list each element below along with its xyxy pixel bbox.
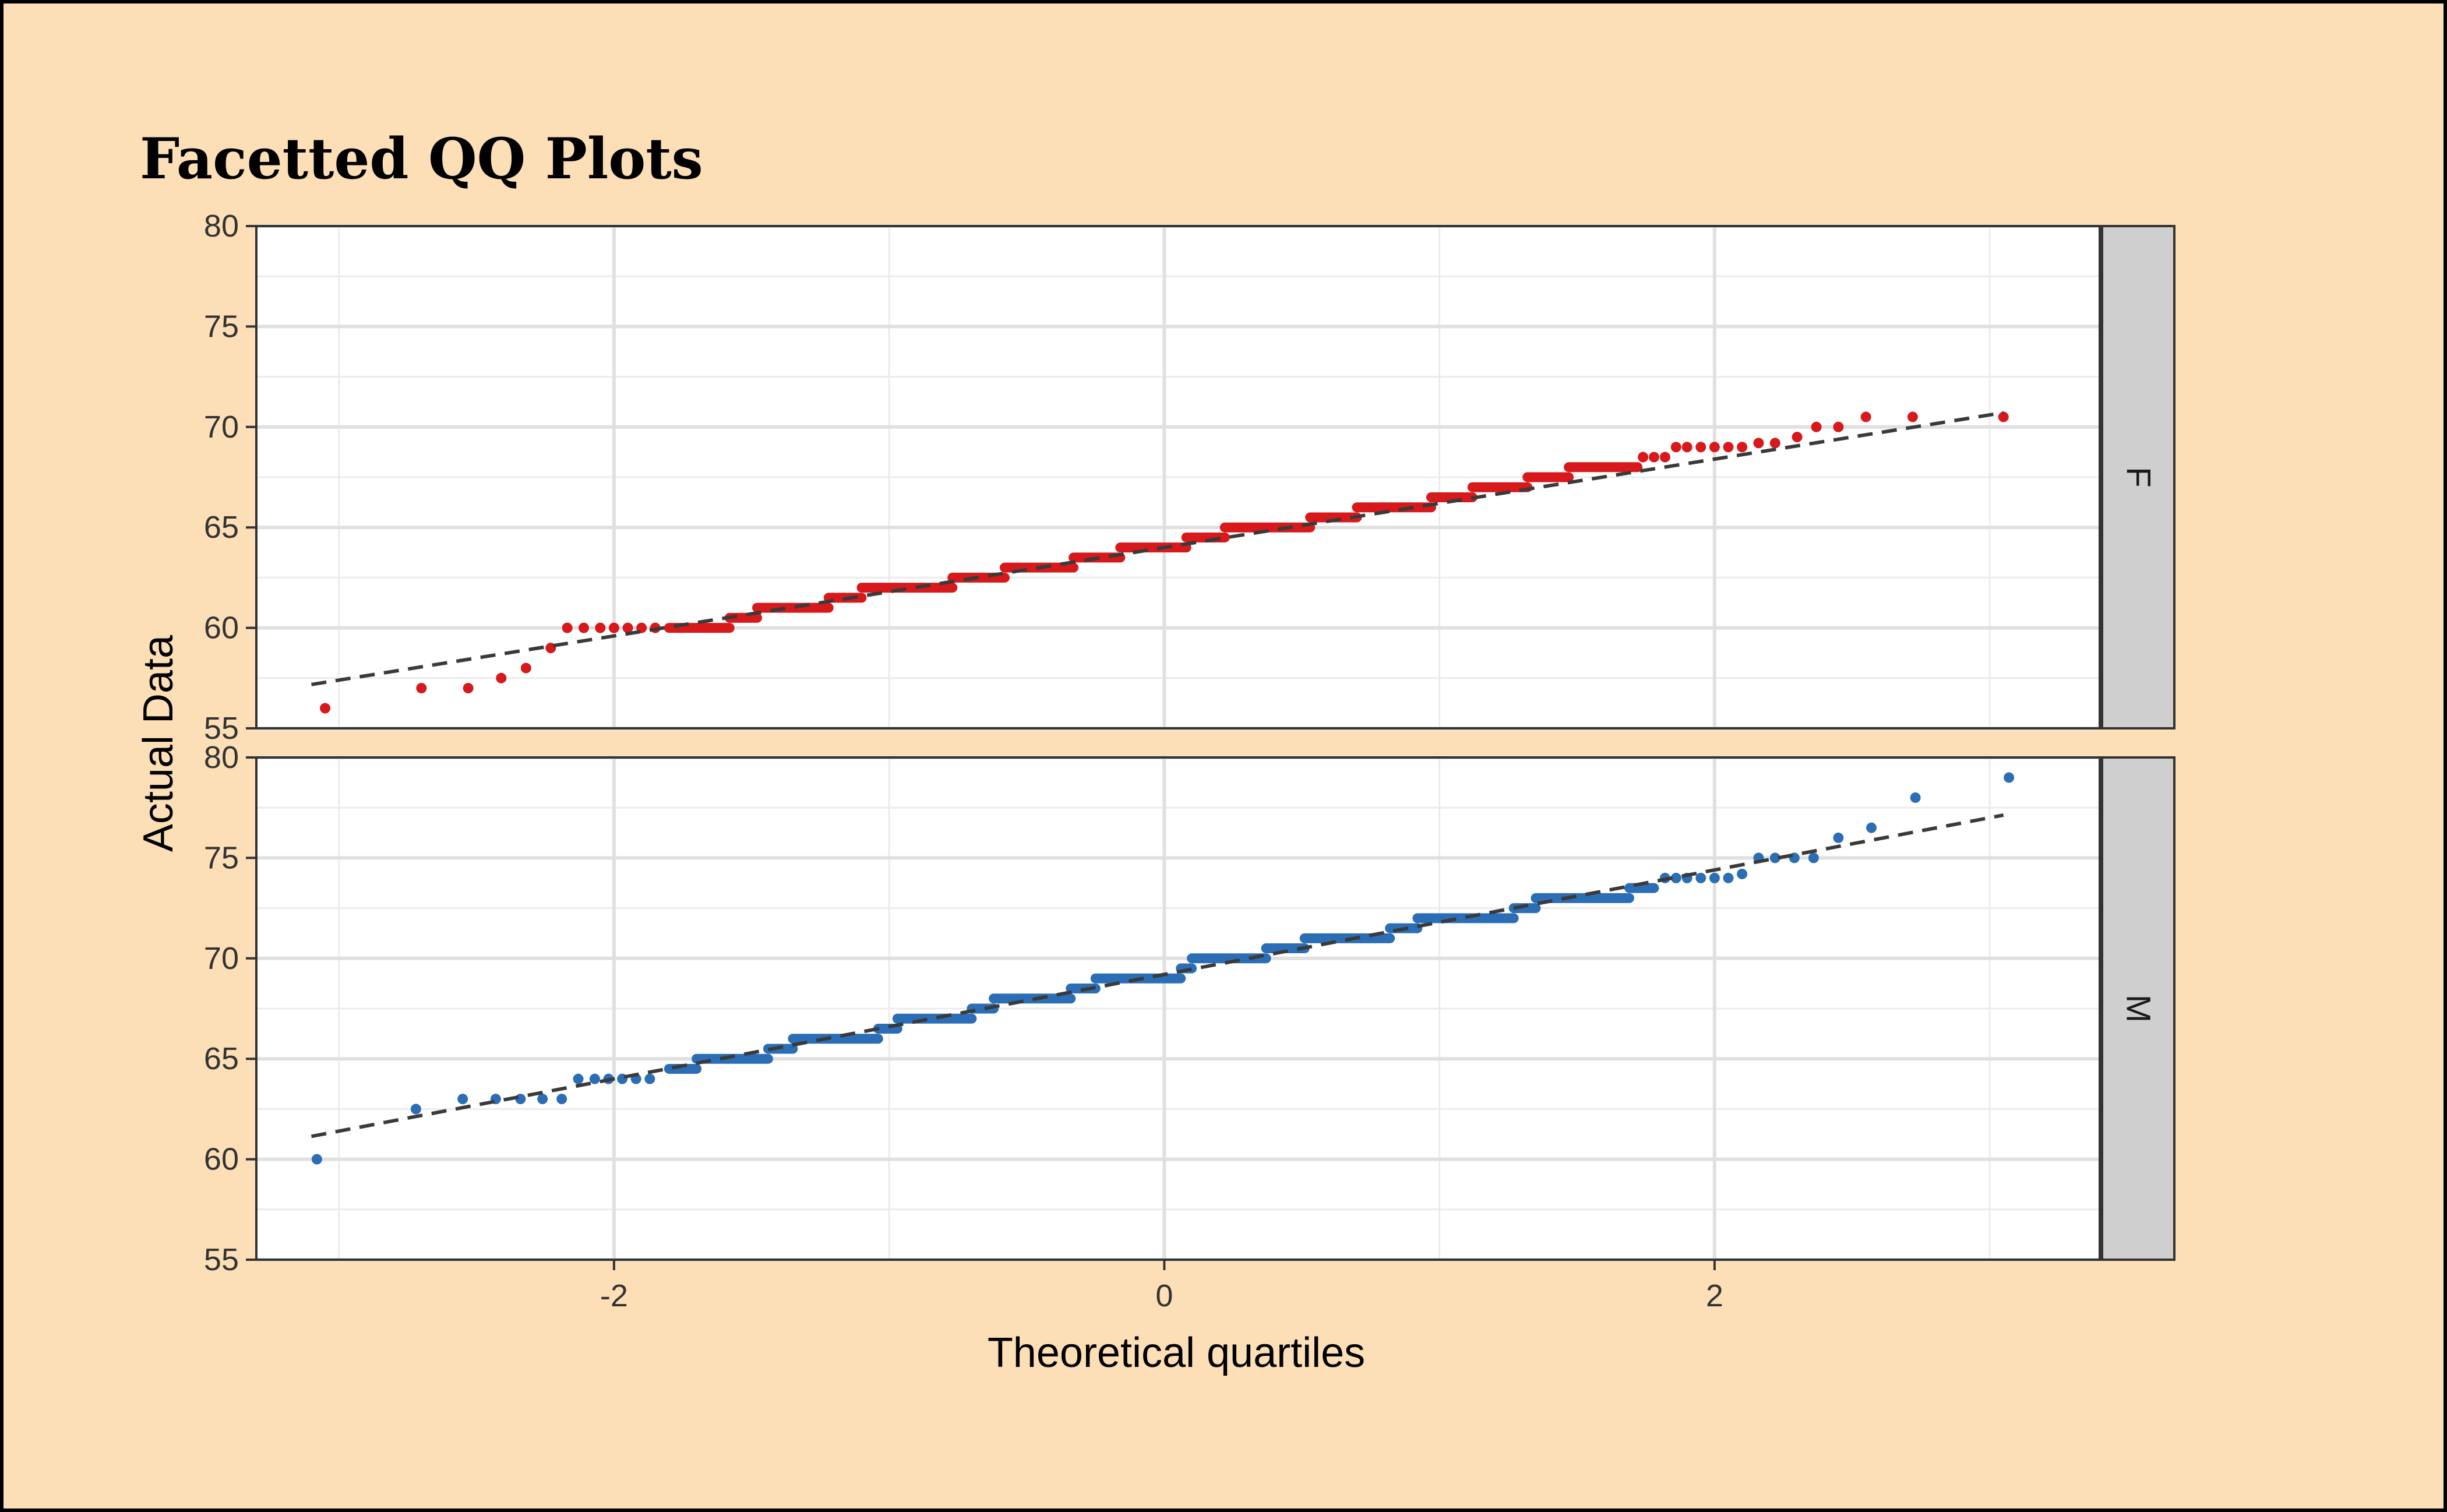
reference-line-f bbox=[311, 411, 2004, 686]
y-tick-label: 65 bbox=[204, 1041, 239, 1076]
data-point-f bbox=[1723, 442, 1734, 453]
data-point-f bbox=[416, 683, 427, 694]
y-tick-label: 60 bbox=[204, 1142, 239, 1177]
y-axis-label: Actual Data bbox=[135, 635, 182, 852]
y-tick-label: 75 bbox=[204, 309, 239, 344]
data-point-m bbox=[556, 1094, 567, 1105]
data-point-m bbox=[1769, 852, 1780, 864]
data-point-f bbox=[1638, 452, 1649, 463]
y-tick-label: 70 bbox=[204, 941, 239, 976]
data-point-f bbox=[608, 622, 619, 633]
x-tick-label: 0 bbox=[1155, 1278, 1173, 1313]
facetted-qq-chart: Facetted QQ Plots F 55 60 65 70 75 80 M 55 60 65 70… bbox=[3, 3, 2444, 1509]
facet-panel-f: F 55 60 65 70 75 80 bbox=[204, 209, 2175, 746]
chart-title: Facetted QQ Plots bbox=[140, 126, 703, 192]
data-point-m bbox=[2004, 772, 2015, 783]
y-tick-label: 70 bbox=[204, 410, 239, 445]
data-point-f bbox=[562, 622, 573, 633]
data-point-m bbox=[537, 1094, 548, 1105]
panel-border bbox=[255, 225, 2101, 729]
data-point-m bbox=[457, 1094, 468, 1105]
x-tick-label: -2 bbox=[600, 1278, 628, 1313]
data-point-f bbox=[1907, 411, 1918, 422]
x-axis: -2 0 2 bbox=[600, 1260, 1723, 1313]
data-point-f bbox=[496, 672, 507, 683]
data-point-m bbox=[1723, 872, 1734, 883]
data-point-f bbox=[1737, 442, 1748, 453]
data-point-f bbox=[1792, 432, 1803, 443]
data-point-m bbox=[1866, 822, 1877, 833]
facet-strip bbox=[2101, 225, 2175, 729]
facet-panels: F 55 60 65 70 75 80 M 55 60 65 70 75 80 bbox=[204, 209, 2175, 1277]
data-point-m bbox=[410, 1104, 421, 1115]
data-point-f bbox=[1811, 421, 1822, 432]
data-point-m bbox=[1910, 792, 1921, 803]
data-point-m bbox=[1833, 832, 1844, 843]
data-point-f bbox=[1860, 411, 1871, 422]
data-point-m bbox=[644, 1073, 655, 1084]
facet-strip-label: F bbox=[2120, 467, 2157, 487]
y-tick-label: 65 bbox=[204, 510, 239, 545]
data-point-f bbox=[1670, 442, 1681, 453]
y-tick-label: 55 bbox=[204, 1242, 239, 1277]
y-tick-label: 80 bbox=[204, 740, 239, 775]
panel-border bbox=[255, 756, 2101, 1261]
x-axis-label: Theoretical quartiles bbox=[988, 1330, 1365, 1376]
data-point-f bbox=[578, 622, 589, 633]
data-point-m bbox=[311, 1154, 322, 1165]
data-point-m bbox=[1709, 872, 1720, 883]
data-point-f bbox=[1769, 438, 1780, 449]
data-point-m bbox=[1695, 872, 1706, 883]
y-tick-label: 60 bbox=[204, 611, 239, 646]
reference-line-m bbox=[311, 813, 2004, 1139]
y-tick-label: 75 bbox=[204, 840, 239, 875]
data-point-m bbox=[573, 1073, 584, 1084]
data-point-m bbox=[589, 1073, 600, 1084]
facet-panel-m: M 55 60 65 70 75 80 bbox=[204, 740, 2175, 1277]
data-point-f bbox=[520, 662, 531, 674]
data-point-f bbox=[1659, 452, 1670, 463]
facet-strip bbox=[2101, 756, 2175, 1261]
facet-strip-label: M bbox=[2120, 995, 2157, 1023]
data-point-f bbox=[1753, 438, 1764, 449]
data-point-m bbox=[1737, 868, 1748, 879]
data-point-f bbox=[463, 683, 474, 694]
data-point-f bbox=[1695, 442, 1706, 453]
data-point-m bbox=[1670, 872, 1681, 883]
y-tick-label: 55 bbox=[204, 711, 239, 746]
x-tick-label: 2 bbox=[1706, 1278, 1723, 1313]
data-point-f bbox=[1709, 442, 1720, 453]
data-point-f bbox=[595, 622, 606, 633]
data-point-f bbox=[1681, 442, 1693, 453]
data-point-f bbox=[320, 703, 331, 714]
data-point-f bbox=[1833, 421, 1844, 432]
data-point-f bbox=[1648, 452, 1659, 463]
data-point-m bbox=[1808, 852, 1819, 864]
data-point-f bbox=[622, 622, 633, 633]
y-tick-label: 80 bbox=[204, 209, 239, 244]
data-point-f bbox=[1998, 411, 2009, 422]
